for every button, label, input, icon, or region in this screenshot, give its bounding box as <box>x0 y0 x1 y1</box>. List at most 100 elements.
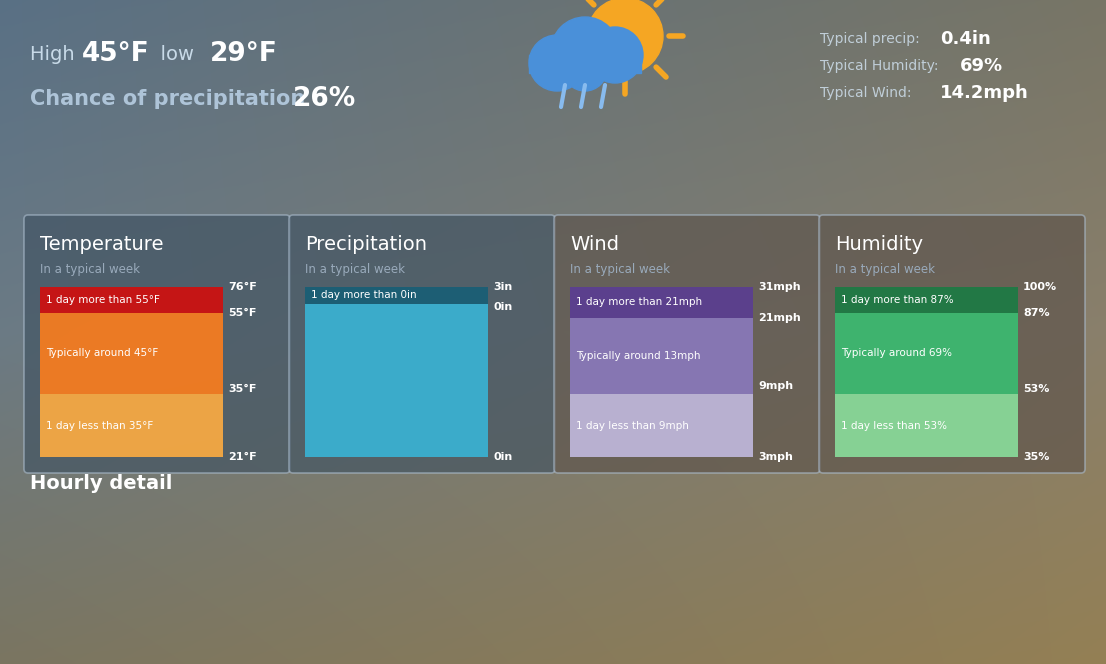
Bar <box>56 606 79 634</box>
Text: 1 day less than 35°F: 1 day less than 35°F <box>46 420 154 430</box>
Bar <box>835 394 1018 457</box>
Text: 1 day more than 87%: 1 day more than 87% <box>841 295 953 305</box>
Text: Afternoon: Afternoon <box>340 446 400 459</box>
FancyBboxPatch shape <box>554 215 820 473</box>
Text: Precip chance:6%: Precip chance:6% <box>571 491 658 502</box>
FancyBboxPatch shape <box>289 215 555 473</box>
Bar <box>307 610 331 634</box>
Text: 1 day more than 21mph: 1 day more than 21mph <box>576 297 702 307</box>
Text: 14.2mph: 14.2mph <box>940 84 1029 102</box>
Text: 3mph: 3mph <box>758 452 793 462</box>
Text: 1 day less than 53%: 1 day less than 53% <box>841 420 947 430</box>
Bar <box>685 614 708 634</box>
Bar <box>643 614 666 634</box>
Bar <box>305 304 488 457</box>
Text: 35°F: 35°F <box>228 384 257 394</box>
Bar <box>1021 614 1043 634</box>
Text: Night: Night <box>843 446 877 459</box>
Text: Precip chance:6%: Precip chance:6% <box>843 491 930 502</box>
Text: 69%: 69% <box>960 57 1003 75</box>
Bar <box>570 394 753 457</box>
Text: 1 day more than 55°F: 1 day more than 55°F <box>46 295 160 305</box>
Text: Humidity: Humidity <box>835 235 924 254</box>
Text: Precip chance:8%: Precip chance:8% <box>88 491 175 502</box>
Text: Temperature: 42°F: Temperature: 42°F <box>340 475 431 485</box>
Bar <box>979 614 1002 634</box>
Bar <box>392 610 415 634</box>
Bar <box>349 610 373 634</box>
Bar <box>560 614 582 634</box>
Bar <box>769 614 792 634</box>
Bar <box>434 610 457 634</box>
Bar <box>305 287 488 304</box>
Text: In a typical week: In a typical week <box>835 263 935 276</box>
Bar <box>835 287 1018 313</box>
Text: 0.4in: 0.4in <box>940 30 991 48</box>
Bar <box>853 614 876 634</box>
Bar <box>139 606 163 634</box>
Bar <box>895 614 918 634</box>
Text: Typical Wind:: Typical Wind: <box>820 86 916 100</box>
Bar <box>727 614 750 634</box>
Bar <box>40 394 223 457</box>
Text: Morning: Morning <box>88 446 139 459</box>
Text: 21°F: 21°F <box>228 452 257 462</box>
Text: In a typical week: In a typical week <box>305 263 405 276</box>
Bar <box>40 313 223 394</box>
Text: Temperature: 37°F: Temperature: 37°F <box>571 475 661 485</box>
Text: 26%: 26% <box>293 86 356 112</box>
Bar <box>518 610 540 634</box>
Text: 0in: 0in <box>493 302 512 312</box>
Bar <box>265 606 289 634</box>
Text: Evening: Evening <box>571 446 620 459</box>
Text: Typically around 45°F: Typically around 45°F <box>46 349 158 359</box>
Text: Chance of precipitation: Chance of precipitation <box>30 89 313 109</box>
Text: Hourly detail: Hourly detail <box>30 474 173 493</box>
Text: 76°F: 76°F <box>228 282 257 292</box>
Text: In a typical week: In a typical week <box>570 263 670 276</box>
Text: High: High <box>30 44 81 64</box>
Text: Precipitation: Precipitation <box>305 235 427 254</box>
Text: In a typical week: In a typical week <box>40 263 140 276</box>
Text: Typical Humidity:: Typical Humidity: <box>820 59 943 73</box>
Text: Precip chance:7%: Precip chance:7% <box>340 491 427 502</box>
Bar <box>529 55 641 73</box>
Bar <box>97 606 121 634</box>
Circle shape <box>563 47 607 91</box>
Text: 100%: 100% <box>1023 282 1057 292</box>
Bar <box>223 606 247 634</box>
Text: 1 day less than 9mph: 1 day less than 9mph <box>576 420 689 430</box>
Text: 1 day more than 0in: 1 day more than 0in <box>311 291 417 301</box>
Text: 21mph: 21mph <box>758 313 801 323</box>
Text: 55°F: 55°F <box>228 307 257 317</box>
Text: Typically around 13mph: Typically around 13mph <box>576 351 700 361</box>
Circle shape <box>587 0 662 74</box>
Bar <box>476 610 499 634</box>
Text: 9mph: 9mph <box>758 380 793 390</box>
Text: 3in: 3in <box>493 282 512 292</box>
Text: Temperature: 37°F: Temperature: 37°F <box>88 475 179 485</box>
Text: Typical precip:: Typical precip: <box>820 32 925 46</box>
Text: 0in: 0in <box>493 452 512 462</box>
Text: Typically around 69%: Typically around 69% <box>841 349 952 359</box>
Bar <box>811 614 834 634</box>
FancyBboxPatch shape <box>24 215 290 473</box>
Bar <box>181 606 205 634</box>
Bar <box>601 614 624 634</box>
Text: Temperature: Temperature <box>40 235 164 254</box>
Text: 31mph: 31mph <box>758 282 801 292</box>
Circle shape <box>529 35 585 91</box>
Circle shape <box>551 17 619 85</box>
Text: 35%: 35% <box>1023 452 1050 462</box>
Text: 87%: 87% <box>1023 307 1050 317</box>
Bar <box>570 287 753 317</box>
Text: Wind: Wind <box>570 235 619 254</box>
Circle shape <box>587 27 643 83</box>
FancyBboxPatch shape <box>820 215 1085 473</box>
Text: Temperature: 34°F: Temperature: 34°F <box>843 475 935 485</box>
Text: 53%: 53% <box>1023 384 1050 394</box>
Bar <box>937 614 960 634</box>
Bar <box>835 313 1018 394</box>
Bar <box>40 287 223 313</box>
Bar <box>570 317 753 394</box>
